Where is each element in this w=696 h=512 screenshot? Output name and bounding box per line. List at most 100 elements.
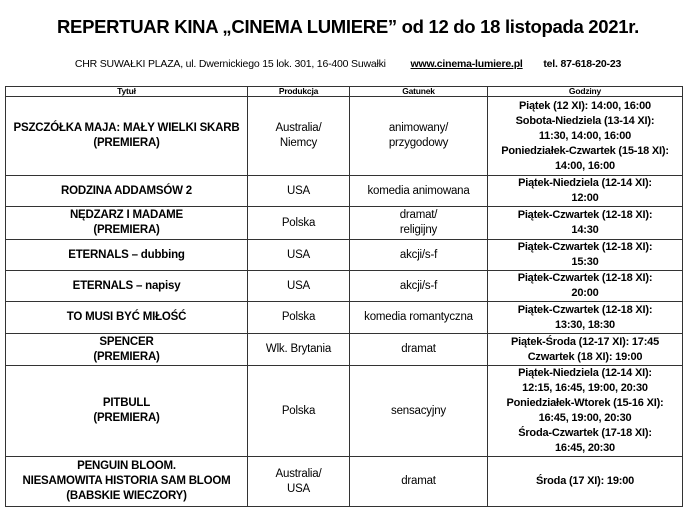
table-row: PSZCZÓŁKA MAJA: MAŁY WIELKI SKARB (PREMIE… xyxy=(5,96,683,176)
production-country-line: Polska xyxy=(281,216,316,229)
showtimes-line: 15:30 xyxy=(571,256,599,268)
genre-line: dramat xyxy=(401,475,436,487)
movie-title-line: (PREMIERA) xyxy=(93,224,160,236)
genre: komedia animowana xyxy=(349,175,488,207)
showtimes-line: 12:15, 16:45, 19:00, 20:30 xyxy=(522,382,648,394)
movie-title: PSZCZÓŁKA MAJA: MAŁY WIELKI SKARB (PREMIE… xyxy=(5,96,248,176)
column-header: Godziny xyxy=(487,86,683,97)
genre-line: akcji/s-f xyxy=(399,279,438,292)
table-row: NĘDZARZ I MADAME (PREMIERA) Polska dramat/r… xyxy=(5,206,683,240)
table-row: ETERNALS – dubbing USA akcji/s-f Piątek-Czw… xyxy=(5,239,683,271)
production-country-line: USA xyxy=(286,248,311,261)
production-country: USA xyxy=(247,239,350,271)
showtimes-line: 13:30, 18:30 xyxy=(555,318,615,331)
showtimes-line: Poniedziałek-Czwartek (15-18 XI): xyxy=(501,144,669,157)
showtimes: Środa (17 XI): 19:00 xyxy=(487,456,683,507)
showtimes-line: 16:45, 19:00, 20:30 xyxy=(538,412,632,424)
table-row: PITBULL (PREMIERA) Polska sensacyjny Piątek-… xyxy=(5,365,683,457)
showtimes-line: 14:30 xyxy=(571,224,599,236)
movie-title-line: ETERNALS – napisy xyxy=(72,279,181,292)
production-country: USA xyxy=(247,270,350,302)
production-country-line: USA xyxy=(286,482,311,495)
showtimes-line: Piątek-Czwartek (12-18 XI): xyxy=(517,303,653,316)
showtimes-line: Piątek-Środa (12-17 XI): 17:45 xyxy=(510,335,660,348)
production-country-line: Polska xyxy=(281,404,316,417)
production-country: Australia/USA xyxy=(247,456,350,507)
movie-title-line: NIESAMOWITA HISTORIA SAM BLOOM xyxy=(22,475,231,487)
genre: akcji/s-f xyxy=(349,239,488,271)
genre-line: animowany/ xyxy=(388,122,449,134)
movie-title-line: SPENCER xyxy=(99,335,154,348)
genre-line: dramat/ xyxy=(399,209,438,221)
showtimes-line: Poniedziałek-Wtorek (15-16 XI): xyxy=(506,397,664,409)
column-header: Tytuł xyxy=(5,86,248,97)
showtimes-line: Piątek-Niedziela (12-14 XI): xyxy=(518,177,652,189)
movie-title-line: ETERNALS – dubbing xyxy=(68,248,185,261)
showtimes-line: 14:00, 16:00 xyxy=(555,159,615,172)
table-row: ETERNALS – napisy USA akcji/s-f Piątek-Czwa… xyxy=(5,270,683,302)
production-country: Polska xyxy=(247,301,350,334)
production-country-line: Niemcy xyxy=(279,137,318,149)
movie-title: PENGUIN BLOOM. NIESAMOWITA HISTORIA SAM B… xyxy=(5,456,248,507)
address: CHR SUWAŁKI PLAZA, ul. Dwernickiego 15 l… xyxy=(74,58,386,70)
movie-title: SPENCER (PREMIERA) xyxy=(5,333,248,366)
website-link[interactable]: www.cinema-lumiere.pl xyxy=(410,58,523,70)
showtimes-line: Piątek-Niedziela (12-14 XI): xyxy=(518,367,652,379)
production-country: Polska xyxy=(247,365,350,457)
production-country-line: Australia/ xyxy=(275,467,322,480)
showtimes-line: Piątek-Czwartek (12-18 XI): xyxy=(517,209,653,221)
movie-title-line: NĘDZARZ I MADAME xyxy=(69,209,184,221)
phone: tel. 87-618-20-23 xyxy=(543,58,622,70)
showtimes-line: Środa (17 XI): 19:00 xyxy=(535,475,635,487)
movie-title-line: PSZCZÓŁKA MAJA: MAŁY WIELKI SKARB xyxy=(13,122,240,134)
genre-line: religijny xyxy=(399,224,438,236)
genre-line: dramat xyxy=(401,343,436,355)
production-country: Australia/Niemcy xyxy=(247,96,350,176)
production-country: Polska xyxy=(247,206,350,240)
genre: dramat xyxy=(349,333,488,366)
table-row: SPENCER (PREMIERA) Wlk. Brytania dramat Piąt… xyxy=(5,333,683,366)
genre-line: komedia animowana xyxy=(367,184,470,197)
cinema-info: CHR SUWAŁKI PLAZA, ul. Dwernickiego 15 l… xyxy=(0,58,696,70)
table-row: PENGUIN BLOOM. NIESAMOWITA HISTORIA SAM B… xyxy=(5,456,683,507)
showtimes-line: 11:30, 14:00, 16:00 xyxy=(538,129,632,142)
movie-title-line: (PREMIERA) xyxy=(93,137,160,149)
genre: dramat/religijny xyxy=(349,206,488,240)
showtimes-line: Czwartek (18 XI): 19:00 xyxy=(527,350,643,363)
movie-title: TO MUSI BYĆ MIŁOŚĆ xyxy=(5,301,248,334)
genre-line: przygodowy xyxy=(388,137,449,149)
showtimes: Piątek-Niedziela (12-14 XI): 12:00 xyxy=(487,175,683,207)
genre: dramat xyxy=(349,456,488,507)
production-country-line: Wlk. Brytania xyxy=(265,343,332,355)
movie-title: ETERNALS – dubbing xyxy=(5,239,248,271)
production-country-line: USA xyxy=(286,184,311,197)
genre-line: sensacyjny xyxy=(391,404,446,417)
showtimes-line: 16:45, 20:30 xyxy=(555,442,615,454)
table-row: RODZINA ADDAMSÓW 2 USA komedia animowana Pi… xyxy=(5,175,683,207)
genre: animowany/przygodowy xyxy=(349,96,488,176)
movie-title: NĘDZARZ I MADAME (PREMIERA) xyxy=(5,206,248,240)
genre: komedia romantyczna xyxy=(349,301,488,334)
production-country-line: Australia/ xyxy=(275,122,322,134)
production-country-line: Polska xyxy=(281,311,316,323)
repertoire-table: Tytuł Produkcja Gatunek Godziny PSZCZÓŁKA M… xyxy=(5,86,683,507)
showtimes: Piątek-Niedziela (12-14 XI): 12:15, 16:45… xyxy=(487,365,683,457)
genre: akcji/s-f xyxy=(349,270,488,302)
movie-title: RODZINA ADDAMSÓW 2 xyxy=(5,175,248,207)
showtimes: Piątek-Czwartek (12-18 XI): 13:30, 18:30 xyxy=(487,301,683,334)
movie-title-line: RODZINA ADDAMSÓW 2 xyxy=(61,184,192,197)
page-title: REPERTUAR KINA „CINEMA LUMIERE” od 12 do… xyxy=(57,16,639,37)
showtimes-line: Piątek-Czwartek (12-18 XI): xyxy=(517,272,653,284)
movie-title-line: PITBULL xyxy=(102,397,151,409)
movie-title-line: (BABSKIE WIECZORY) xyxy=(66,490,187,502)
showtimes: Piątek (12 XI): 14:00, 16:00 Sobota-Niedz… xyxy=(487,96,683,176)
genre: sensacyjny xyxy=(349,365,488,457)
production-country: USA xyxy=(247,175,350,207)
showtimes: Piątek-Czwartek (12-18 XI): 20:00 xyxy=(487,270,683,302)
showtimes: Piątek-Czwartek (12-18 XI): 14:30 xyxy=(487,206,683,240)
column-header: Gatunek xyxy=(349,86,488,97)
showtimes-line: Środa-Czwartek (17-18 XI): xyxy=(518,427,652,439)
showtimes-line: Sobota-Niedziela (13-14 XI): xyxy=(515,114,655,127)
movie-title-line: TO MUSI BYĆ MIŁOŚĆ xyxy=(66,311,187,323)
genre-line: komedia romantyczna xyxy=(364,311,473,323)
